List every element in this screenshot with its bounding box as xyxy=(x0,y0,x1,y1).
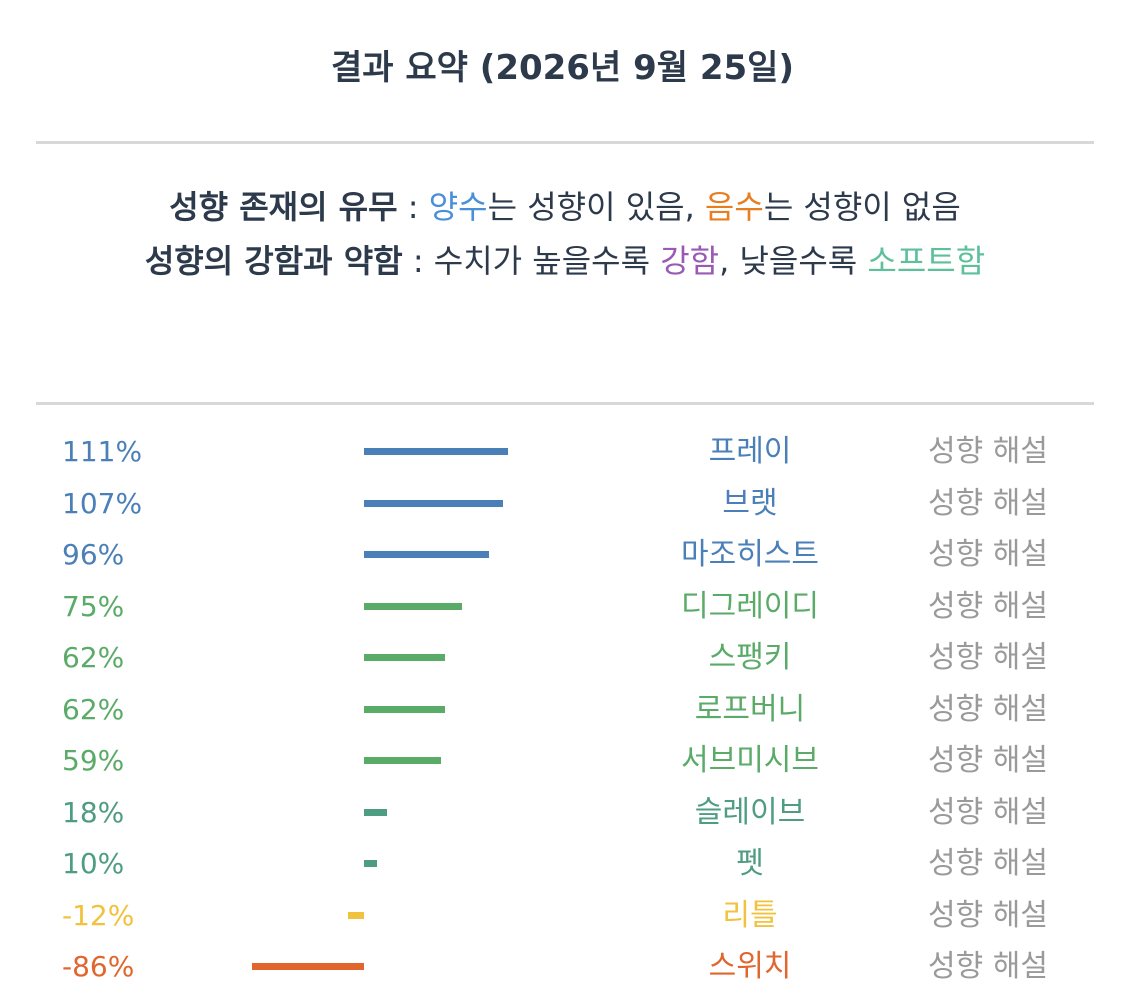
category-label: 마조히스트 xyxy=(681,537,819,572)
bar xyxy=(364,705,445,713)
category-label: 스위치 xyxy=(708,949,792,984)
legend-label-strength: 성향의 강함과 약함 xyxy=(144,242,403,280)
value-label: -12% xyxy=(62,898,135,932)
value-label: 18% xyxy=(62,795,125,829)
legend-line-1: 성향 존재의 유무 : 양수는 성향이 있음, 음수는 성향이 없음 xyxy=(169,188,961,226)
value-label: 10% xyxy=(62,847,125,880)
bar xyxy=(364,551,489,558)
explain-link[interactable]: 성향 해설 xyxy=(928,485,1048,521)
explain-link[interactable]: 성향 해설 xyxy=(928,691,1048,727)
chart-row: 62% 스팽키 성향 해설 xyxy=(0,632,1125,684)
soft-word: 소프트함 xyxy=(867,242,986,280)
value-label: 111% xyxy=(62,435,143,468)
category-label: 펫 xyxy=(736,846,764,881)
chart-row: 18% 슬레이브 성향 해설 xyxy=(0,787,1125,839)
chart-row: 10% 펫 성향 해설 xyxy=(0,838,1125,890)
explain-link[interactable]: 성향 해설 xyxy=(928,949,1048,984)
chart-row: -86% 스위치 성향 해설 xyxy=(0,941,1125,993)
bottom-divider xyxy=(36,402,1094,405)
bar xyxy=(364,499,504,507)
value-label: 107% xyxy=(62,486,143,520)
bar xyxy=(364,654,445,661)
bar xyxy=(364,757,441,764)
value-label: 62% xyxy=(62,692,125,726)
category-label: 스팽키 xyxy=(708,640,792,675)
bar xyxy=(364,860,377,867)
value-label: 62% xyxy=(62,641,125,674)
value-label: -86% xyxy=(62,950,135,983)
chart-row: 62% 로프버니 성향 해설 xyxy=(0,684,1125,736)
category-label: 로프버니 xyxy=(694,691,806,727)
chart-row: 96% 마조히스트 성향 해설 xyxy=(0,529,1125,581)
category-label: 서브미시브 xyxy=(681,743,819,778)
category-label: 프레이 xyxy=(708,434,792,469)
explain-link[interactable]: 성향 해설 xyxy=(928,794,1048,830)
top-divider xyxy=(36,141,1094,144)
explain-link[interactable]: 성향 해설 xyxy=(928,897,1048,933)
negative-word: 음수 xyxy=(704,188,764,226)
explain-link[interactable]: 성향 해설 xyxy=(928,588,1048,624)
legend-label-presence: 성향 존재의 유무 xyxy=(169,188,398,226)
bar xyxy=(364,448,509,455)
explain-link[interactable]: 성향 해설 xyxy=(928,434,1048,469)
value-label: 75% xyxy=(62,589,125,623)
chart-row: 107% 브랫 성향 해설 xyxy=(0,478,1125,530)
category-label: 리틀 xyxy=(722,897,778,933)
explain-link[interactable]: 성향 해설 xyxy=(928,743,1048,778)
chart-row: 111% 프레이 성향 해설 xyxy=(0,426,1125,478)
bar xyxy=(252,963,364,970)
value-label: 59% xyxy=(62,744,125,777)
bar xyxy=(348,911,364,919)
explain-link[interactable]: 성향 해설 xyxy=(928,537,1048,572)
category-label: 디그레이디 xyxy=(681,588,819,624)
category-label: 슬레이브 xyxy=(694,794,806,830)
explain-link[interactable]: 성향 해설 xyxy=(928,846,1048,881)
bar xyxy=(364,602,462,610)
chart-row: 59% 서브미시브 성향 해설 xyxy=(0,735,1125,787)
bar xyxy=(364,808,388,816)
legend-line-2: 성향의 강함과 약함 : 수치가 높을수록 강함, 낮을수록 소프트함 xyxy=(144,242,986,280)
page-title: 결과 요약 (2026년 9월 25일) xyxy=(331,48,794,88)
chart-row: -12% 리틀 성향 해설 xyxy=(0,890,1125,942)
value-label: 96% xyxy=(62,538,125,571)
category-label: 브랫 xyxy=(722,485,778,521)
explain-link[interactable]: 성향 해설 xyxy=(928,640,1048,675)
strong-word: 강함 xyxy=(660,242,720,280)
chart-row: 75% 디그레이디 성향 해설 xyxy=(0,581,1125,633)
legend: 성향 존재의 유무 : 양수는 성향이 있음, 음수는 성향이 없음 성향의 강… xyxy=(36,180,1094,288)
positive-word: 양수 xyxy=(428,188,488,226)
